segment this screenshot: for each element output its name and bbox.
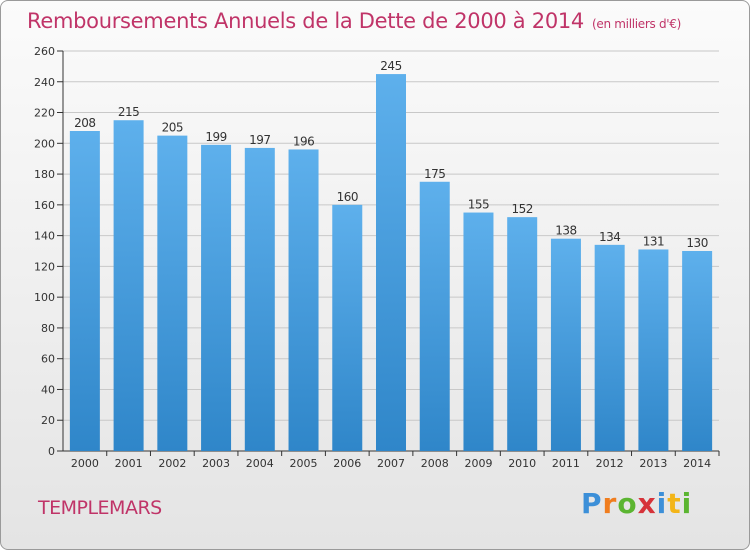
data-label: 175 <box>424 167 445 181</box>
data-label: 131 <box>643 234 664 248</box>
y-tick-label: 100 <box>34 291 55 304</box>
y-tick-label: 200 <box>34 137 55 150</box>
data-label: 196 <box>293 134 314 148</box>
logo-letter: o <box>617 487 638 520</box>
x-tick-label: 2007 <box>377 457 405 470</box>
x-tick-label: 2013 <box>639 457 667 470</box>
bar <box>113 120 144 451</box>
bar <box>376 74 406 452</box>
data-label: 155 <box>468 198 489 212</box>
logo-letter: P <box>581 487 603 520</box>
x-tick-label: 2000 <box>71 457 99 470</box>
bar <box>419 181 450 451</box>
data-label: 130 <box>686 236 707 250</box>
x-tick-label: 2011 <box>552 457 580 470</box>
y-tick-label: 260 <box>34 45 55 58</box>
y-tick-label: 140 <box>34 230 55 243</box>
y-tick-label: 160 <box>34 199 55 212</box>
proxiti-logo: Proxiti <box>581 487 692 520</box>
x-tick-label: 2006 <box>333 457 361 470</box>
bar <box>157 135 188 451</box>
y-tick-label: 80 <box>41 322 55 335</box>
bar <box>550 238 581 451</box>
data-label: 245 <box>380 59 401 73</box>
y-tick-label: 0 <box>48 445 55 458</box>
data-label: 134 <box>599 230 620 244</box>
logo-letter: i <box>656 487 668 520</box>
y-tick-label: 60 <box>41 353 55 366</box>
data-label: 152 <box>511 202 532 216</box>
x-tick-label: 2003 <box>202 457 230 470</box>
data-label: 138 <box>555 224 576 238</box>
x-tick-label: 2008 <box>421 457 449 470</box>
logo-letter: t <box>667 487 682 520</box>
bar <box>463 212 494 451</box>
y-tick-label: 180 <box>34 168 55 181</box>
x-tick-label: 2010 <box>508 457 536 470</box>
logo-letter: r <box>602 487 618 520</box>
y-tick-label: 20 <box>41 414 55 427</box>
logo-letter: i <box>681 487 693 520</box>
chart-unit: (en milliers d'€) <box>592 17 682 31</box>
data-label: 215 <box>118 105 139 119</box>
x-tick-label: 2009 <box>464 457 492 470</box>
chart-title-text: Remboursements Annuels de la Dette de 20… <box>27 9 584 33</box>
logo-letter: x <box>637 487 657 520</box>
bar <box>332 204 363 451</box>
bar <box>69 131 100 451</box>
x-tick-label: 2005 <box>290 457 318 470</box>
data-label: 160 <box>337 190 358 204</box>
bar <box>288 149 319 451</box>
bar <box>594 244 625 451</box>
bar <box>244 147 275 451</box>
x-tick-label: 2014 <box>683 457 711 470</box>
data-label: 205 <box>162 121 183 135</box>
bar <box>682 251 713 451</box>
chart-title: Remboursements Annuels de la Dette de 20… <box>27 9 681 33</box>
y-tick-label: 40 <box>41 383 55 396</box>
commune-name: TEMPLEMARS <box>38 497 162 519</box>
y-tick-label: 120 <box>34 260 55 273</box>
data-label: 199 <box>205 130 226 144</box>
x-tick-label: 2002 <box>158 457 186 470</box>
bar <box>638 249 669 451</box>
bar <box>201 144 232 451</box>
x-tick-label: 2001 <box>115 457 143 470</box>
bar <box>507 217 538 451</box>
data-label: 197 <box>249 133 270 147</box>
x-tick-label: 2012 <box>596 457 624 470</box>
y-tick-label: 240 <box>34 76 55 89</box>
x-tick-label: 2004 <box>246 457 274 470</box>
data-label: 208 <box>74 116 95 130</box>
y-tick-label: 220 <box>34 107 55 120</box>
